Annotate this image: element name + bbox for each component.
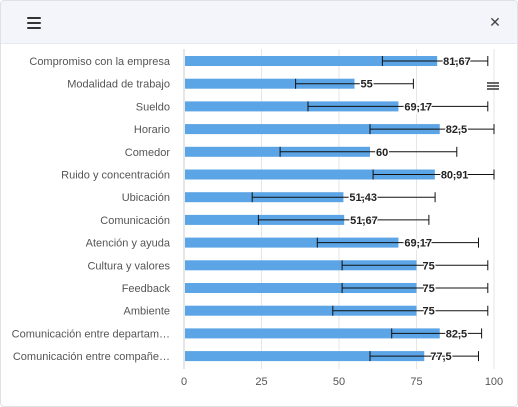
error-bar xyxy=(381,56,489,66)
close-icon[interactable]: ✕ xyxy=(489,14,501,30)
category-label: Comedor xyxy=(125,147,171,159)
category-label: Cultura y valores xyxy=(87,260,170,272)
category-label: Ambiente xyxy=(124,306,170,318)
category-label: Sueldo xyxy=(136,101,170,113)
x-tick-label: 75 xyxy=(410,376,422,388)
data-label: 55 xyxy=(361,79,373,91)
data-label: 75 xyxy=(423,260,435,272)
bar[interactable] xyxy=(185,237,399,248)
category-label: Compromiso con la empresa xyxy=(29,56,170,68)
category-label: Modalidad de trabajo xyxy=(67,79,170,91)
error-bar xyxy=(341,283,489,293)
x-tick-label: 0 xyxy=(181,376,187,388)
error-bar xyxy=(279,146,458,157)
error-bar xyxy=(307,101,489,112)
bar[interactable] xyxy=(185,56,438,66)
error-bar xyxy=(257,214,430,225)
category-label: Horario xyxy=(134,124,170,136)
x-tick-label: 25 xyxy=(255,376,267,388)
data-label: 69,17 xyxy=(404,238,432,250)
error-bars xyxy=(251,56,495,362)
error-bar xyxy=(369,351,479,362)
bars xyxy=(185,56,440,362)
data-labels: 81,67 55 69,17 82,5 60 80,91 51,43 51,67 69,17 75… xyxy=(348,55,472,365)
bar[interactable] xyxy=(185,260,417,271)
chart-export-menu-icon[interactable] xyxy=(485,79,501,93)
bar[interactable] xyxy=(185,101,399,112)
error-bar xyxy=(251,192,436,203)
category-label: Comunicación entre compañe… xyxy=(13,351,170,363)
bar[interactable] xyxy=(185,146,370,157)
error-bar xyxy=(369,124,495,135)
category-label: Feedback xyxy=(122,283,171,295)
error-bar xyxy=(295,78,414,89)
data-label: 69,17 xyxy=(404,101,432,113)
data-label: 60 xyxy=(376,147,388,159)
error-bar xyxy=(341,260,489,271)
category-label: Atención y ayuda xyxy=(86,238,171,250)
grid xyxy=(183,49,495,369)
value-axis: 0 25 50 75 100 xyxy=(181,376,503,388)
bar[interactable] xyxy=(185,351,425,362)
error-bar xyxy=(372,169,495,180)
category-axis: Compromiso con la empresa Modalidad de tr… xyxy=(12,49,185,369)
card-header: ✕ xyxy=(1,1,517,44)
data-label: 75 xyxy=(423,306,435,318)
hamburger-menu-icon[interactable] xyxy=(21,13,47,33)
x-tick-label: 50 xyxy=(333,376,345,388)
category-label: Ruido y concentración xyxy=(61,170,170,182)
bar[interactable] xyxy=(185,328,440,339)
data-label: 51,43 xyxy=(349,192,377,204)
bar[interactable] xyxy=(185,124,440,135)
error-bar xyxy=(391,328,483,339)
x-tick-label: 100 xyxy=(485,376,503,388)
category-label: Ubicación xyxy=(122,192,170,204)
data-label: 81,67 xyxy=(443,56,471,68)
data-label: 75 xyxy=(423,283,435,295)
error-bar xyxy=(332,305,489,316)
data-label: 77,5 xyxy=(430,351,451,363)
bar[interactable] xyxy=(185,169,435,180)
error-bar xyxy=(316,237,479,248)
bar[interactable] xyxy=(185,78,355,89)
category-label: Comunicación entre departam… xyxy=(12,328,170,340)
data-label: 51,67 xyxy=(350,215,378,227)
data-label: 82,5 xyxy=(446,124,467,136)
data-label: 80,91 xyxy=(441,170,469,182)
bar[interactable] xyxy=(185,305,417,316)
category-label: Comunicación xyxy=(100,215,170,227)
data-label: 82,5 xyxy=(446,328,467,340)
bar[interactable] xyxy=(185,283,417,293)
